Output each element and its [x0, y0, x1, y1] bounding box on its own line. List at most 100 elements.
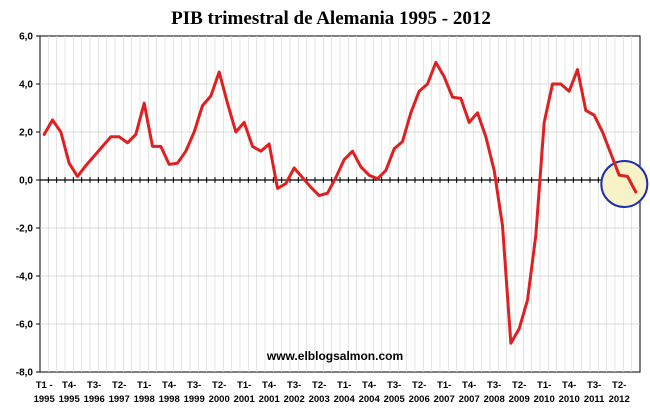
x-tick-label-year: 1995 — [34, 394, 56, 405]
x-tick-label-year: 2005 — [384, 394, 406, 405]
data-point — [434, 61, 438, 64]
x-tick-label-year: 2008 — [484, 394, 505, 405]
data-point — [551, 82, 554, 86]
x-tick-label-quarter: T4- — [362, 380, 376, 391]
x-tick-label-quarter: T2- — [612, 380, 626, 391]
x-tick-label-quarter: T3- — [387, 380, 401, 391]
x-tick-label-quarter: T1- — [537, 380, 551, 391]
gdp-line — [42, 60, 638, 345]
x-tick-label-quarter: T4- — [562, 380, 576, 391]
data-point — [609, 152, 613, 155]
data-point — [526, 298, 529, 302]
data-point — [251, 145, 254, 148]
x-tick-label-year: 2001 — [234, 394, 256, 405]
data-point — [167, 163, 171, 166]
x-tick-label-quarter: T3- — [587, 380, 601, 391]
data-point — [342, 158, 346, 161]
x-tick-label-year: 2009 — [509, 394, 530, 405]
data-point — [217, 70, 221, 74]
data-point — [259, 150, 263, 153]
x-tick-label-quarter: T1- — [237, 380, 251, 391]
x-tick-label-quarter: T3- — [287, 380, 301, 391]
data-point — [192, 130, 196, 134]
data-point — [176, 162, 179, 165]
x-tick-label-year: 1996 — [84, 394, 105, 405]
data-point — [459, 97, 463, 100]
data-point — [59, 130, 63, 134]
data-point — [84, 164, 88, 167]
x-tick-label-quarter: T3- — [487, 380, 501, 391]
data-point — [392, 147, 396, 150]
x-tick-label-quarter: T1 - — [36, 380, 53, 391]
x-tick-label-quarter: T4- — [462, 380, 476, 391]
data-point — [376, 177, 379, 180]
data-point — [409, 111, 413, 115]
data-point — [567, 90, 571, 93]
data-point — [417, 90, 421, 93]
gdp-series — [42, 60, 638, 345]
data-point — [576, 68, 579, 71]
x-tick-label-quarter: T3- — [187, 380, 201, 391]
data-point — [517, 327, 521, 330]
data-point — [617, 174, 621, 177]
x-tick-label-year: 2004 — [359, 394, 381, 405]
data-point — [201, 104, 204, 107]
x-tick-label-year: 2001 — [259, 394, 281, 405]
data-point — [584, 109, 588, 112]
data-point — [267, 142, 271, 146]
data-point — [109, 135, 113, 138]
data-point — [467, 121, 471, 124]
data-point — [359, 165, 363, 168]
data-point — [276, 187, 279, 190]
data-point — [42, 133, 46, 136]
x-tick-label-quarter: T1- — [337, 380, 351, 391]
data-point — [592, 114, 596, 117]
x-tick-label-quarter: T2- — [312, 380, 326, 391]
data-point — [76, 175, 79, 178]
chart-title: PIB trimestral de Alemania 1995 - 2012 — [171, 8, 491, 29]
data-point — [242, 121, 246, 124]
highlight-circle — [600, 160, 649, 208]
y-axis-ticks: 6,0 4,0 2,0 0,0 -2,0 -4,0 -6,0 -8,0 — [16, 32, 40, 379]
x-tick-label-year: 1995 — [59, 394, 81, 405]
x-axis-ticks: T1 - 1995 T4- 1995 T3- 1996 T2- 1997 T1- 1998 T4- 1… — [34, 380, 630, 405]
data-point — [501, 224, 504, 227]
data-point — [442, 75, 446, 79]
data-point — [51, 118, 54, 122]
data-point — [126, 141, 129, 144]
data-point — [451, 96, 454, 99]
x-tick-label-quarter: T4- — [162, 380, 176, 391]
data-point — [134, 133, 138, 136]
data-point — [234, 130, 238, 134]
x-tick-label-year: 2004 — [334, 394, 356, 405]
data-point — [367, 174, 371, 177]
data-point — [509, 342, 513, 345]
y-tick-label: 0,0 — [19, 176, 33, 187]
x-tick-label-year: 2003 — [309, 394, 330, 405]
data-point — [476, 111, 479, 115]
x-tick-label-quarter: T2- — [212, 380, 226, 391]
data-point — [101, 145, 104, 148]
data-point — [326, 192, 329, 195]
data-point — [209, 94, 213, 98]
data-point — [184, 150, 188, 153]
data-point — [601, 130, 604, 134]
data-point — [317, 194, 321, 197]
x-tick-label-quarter: T1- — [437, 380, 451, 391]
data-point — [384, 169, 388, 172]
x-tick-label-year: 2002 — [284, 394, 305, 405]
x-tick-label-quarter: T4- — [262, 380, 276, 391]
data-point — [534, 234, 538, 237]
x-tick-label-year: 2010 — [534, 394, 555, 405]
x-tick-label-quarter: T1- — [137, 380, 151, 391]
x-tick-label-year: 2000 — [209, 394, 230, 405]
x-tick-label-year: 1998 — [159, 394, 180, 405]
x-tick-label-quarter: T3- — [87, 380, 101, 391]
y-tick-label: -8,0 — [16, 368, 34, 379]
data-point — [542, 121, 546, 124]
x-tick-label-quarter: T2- — [512, 380, 526, 391]
data-point — [92, 154, 96, 158]
x-tick-label-year: 1997 — [109, 394, 130, 405]
data-point — [292, 166, 296, 170]
